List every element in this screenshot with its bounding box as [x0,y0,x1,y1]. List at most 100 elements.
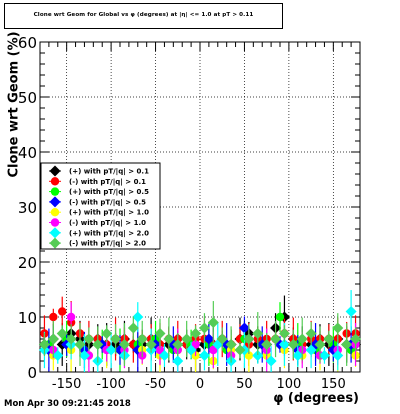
legend-marker [50,218,60,227]
data-point [158,350,170,361]
data-point [47,333,59,345]
data-point [66,312,76,322]
chart-title: Clone wrt Geom for Global vs φ (degrees)… [33,12,254,18]
data-point [305,328,317,339]
legend-label: (-) with pT/|q| > 1.0 [69,219,146,228]
data-point [172,339,184,350]
data-point [136,333,148,345]
data-point [341,339,353,350]
legend-label: (+) with pT/|q| > 2.0 [69,229,149,238]
data-point [252,350,264,361]
data-point [350,333,362,345]
title-box: Clone wrt Geom for Global vs φ (degrees)… [4,3,283,29]
legend-marker [50,187,60,196]
legend-layer: (+) with pT/|q| > 0.1(-) with pT/|q| > 0… [40,162,161,250]
data-point [318,350,330,361]
data-point [345,306,357,317]
data-point [225,339,237,350]
data-point [292,350,304,361]
legend-label: (+) with pT/|q| > 0.5 [69,188,149,197]
x-tick-label: -50 [145,377,166,392]
data-point [198,322,210,334]
data-point [185,344,197,356]
legend-marker [49,196,61,208]
legend-marker [49,227,61,239]
data-point [110,333,122,345]
y-axis-label: Clone wrt Geom (%) [6,31,22,178]
data-point [127,322,139,334]
x-tick-label: -100 [96,377,126,392]
series-7 [38,301,362,366]
data-point [154,328,166,339]
data-point [332,350,344,361]
x-axis-label: φ (degrees) [273,391,359,406]
data-point [92,339,104,350]
y-tick-label: 60 [18,34,37,52]
data-point [323,333,335,345]
data-point [216,333,228,345]
x-tick-label: 50 [236,377,253,392]
data-point [207,317,219,328]
x-tick-label: 0 [196,377,204,392]
data-point [243,333,255,345]
data-point [118,339,130,350]
legend-label: (+) with pT/|q| > 1.0 [69,209,149,218]
data-point [56,328,68,339]
y-tick-label: 20 [18,254,37,272]
data-point [74,339,86,350]
data-point [296,333,308,345]
series-layer [38,290,362,372]
y-tick-label: 40 [18,144,37,162]
data-point [49,312,58,322]
data-point [305,344,317,356]
y-tick-label: 0 [27,364,37,382]
y-tick-label: 50 [18,89,37,107]
x-tick-label: 100 [276,377,301,392]
legend-box [40,162,161,250]
data-point [244,351,254,360]
data-point [65,333,77,345]
data-point [265,355,277,367]
data-point [163,333,175,345]
data-point [155,345,165,355]
data-point [198,350,210,361]
data-point [38,339,50,350]
data-point [314,339,326,350]
data-point [209,345,218,355]
data-point [252,328,264,339]
series-6 [38,290,357,372]
data-point [105,344,117,356]
data-point [278,339,290,350]
data-point [203,333,215,345]
data-point [190,328,202,339]
data-point [287,339,299,350]
x-tick-label: 150 [321,377,346,392]
legend-label: (-) with pT/|q| > 2.0 [69,240,146,249]
data-point [132,311,144,323]
legend-label: (-) with pT/|q| > 0.5 [69,198,146,207]
data-point [332,322,344,334]
legend-marker [49,237,61,249]
timestamp-footer: Mon Apr 30 09:21:45 2018 [4,399,131,409]
data-point [261,339,273,350]
x-tick-label: -150 [52,377,82,392]
legend-marker [49,165,61,177]
data-point [83,333,95,345]
legend-label: (-) with pT/|q| > 0.1 [69,178,146,187]
data-point [52,350,64,361]
legend-marker [50,177,60,186]
data-point [181,333,193,345]
data-point [238,322,250,334]
data-point [101,328,113,339]
data-point [172,355,184,367]
data-point [58,307,67,316]
legend-label: (+) with pT/|q| > 0.1 [69,168,149,177]
data-point [278,328,290,339]
data-point [78,350,90,361]
data-point [145,339,157,350]
data-point [275,312,285,322]
data-point [191,340,200,349]
data-point [270,333,282,345]
legend-marker [50,208,60,217]
